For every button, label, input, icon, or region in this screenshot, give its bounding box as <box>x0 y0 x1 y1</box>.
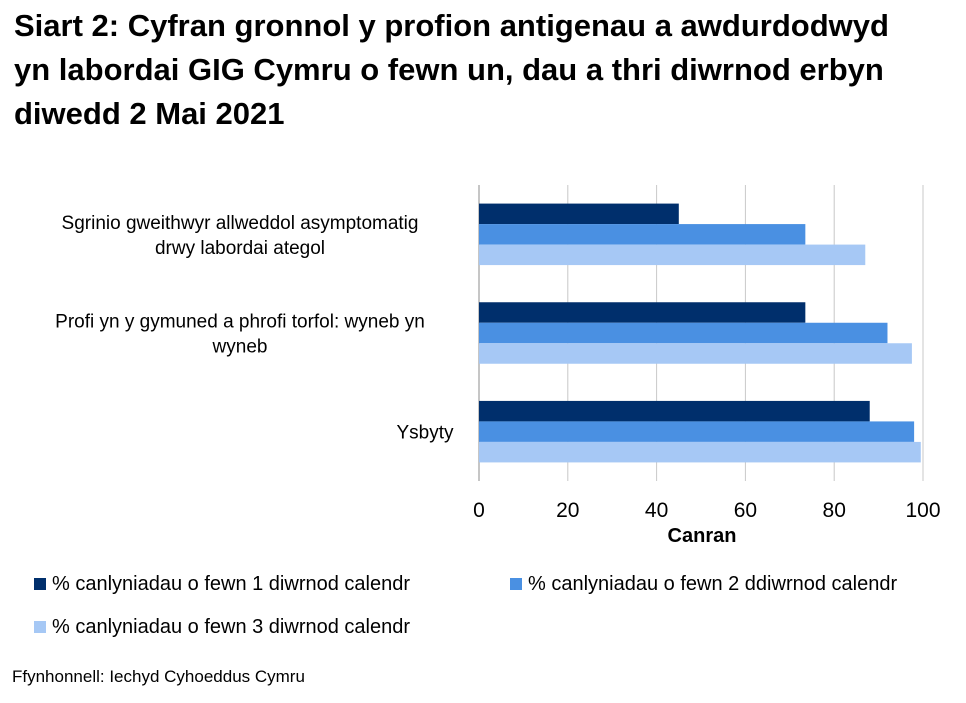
bar-cat2-series3 <box>479 343 912 364</box>
category-label-3-line-1: Ysbyty <box>396 423 454 444</box>
category-label-2-line-1: Profi yn y gymuned a phrofi torfol: wyne… <box>55 312 425 333</box>
x-tick-labels: 0 20 40 60 80 100 <box>473 499 940 522</box>
bar-cat2-series2 <box>479 322 888 344</box>
legend-item-series-2: % canlyniadau o fewn 2 ddiwrnod calendr <box>510 572 897 596</box>
legend-item-series-3: % canlyniadau o fewn 3 diwrnod calendr <box>34 615 410 639</box>
category-label-2: Profi yn y gymuned a phrofi torfol: wyne… <box>55 312 425 358</box>
legend-label-series-2: % canlyniadau o fewn 2 ddiwrnod calendr <box>528 573 898 595</box>
category-label-1: Sgrinio gweithwyr allweddol asymptomatig… <box>62 213 419 259</box>
legend-label-series-1: % canlyniadau o fewn 1 diwrnod calendr <box>52 573 410 595</box>
legend-label-series-3: % canlyniadau o fewn 3 diwrnod calendr <box>52 616 410 638</box>
x-tick-label-100: 100 <box>905 499 940 522</box>
category-label-2-line-2: wyneb <box>212 337 268 358</box>
bar-cat2-series1 <box>479 302 806 323</box>
bar-cat1-series1 <box>479 203 679 225</box>
category-label-1-line-1: Sgrinio gweithwyr allweddol asymptomatig <box>62 213 419 234</box>
bar-cat1-series3 <box>479 244 866 266</box>
bar-cat1-series2 <box>479 224 806 245</box>
x-tick-label-40: 40 <box>645 499 668 522</box>
x-tick-label-60: 60 <box>734 499 757 522</box>
x-axis-title: Canran <box>668 525 737 547</box>
category-label-3: Ysbyty <box>396 423 454 444</box>
category-labels: Sgrinio gweithwyr allweddol asymptomatig… <box>55 213 454 444</box>
bars <box>479 203 921 463</box>
legend-item-series-1: % canlyniadau o fewn 1 diwrnod calendr <box>34 572 410 596</box>
bar-cat3-series1 <box>479 400 870 422</box>
bar-cat3-series2 <box>479 421 915 442</box>
legend-swatch-series-3 <box>34 621 46 633</box>
legend-swatch-series-1 <box>34 578 46 590</box>
bar-cat3-series3 <box>479 441 921 463</box>
legend-swatch-series-2 <box>510 578 522 590</box>
x-tick-label-20: 20 <box>556 499 579 522</box>
chart-title: Siart 2: Cyfran gronnol y profion antige… <box>14 8 889 131</box>
category-label-1-line-2: drwy labordai ategol <box>155 238 325 259</box>
x-tick-label-0: 0 <box>473 499 485 522</box>
source-note: Ffynhonnell: Iechyd Cyhoeddus Cymru <box>12 667 305 686</box>
x-tick-label-80: 80 <box>823 499 846 522</box>
